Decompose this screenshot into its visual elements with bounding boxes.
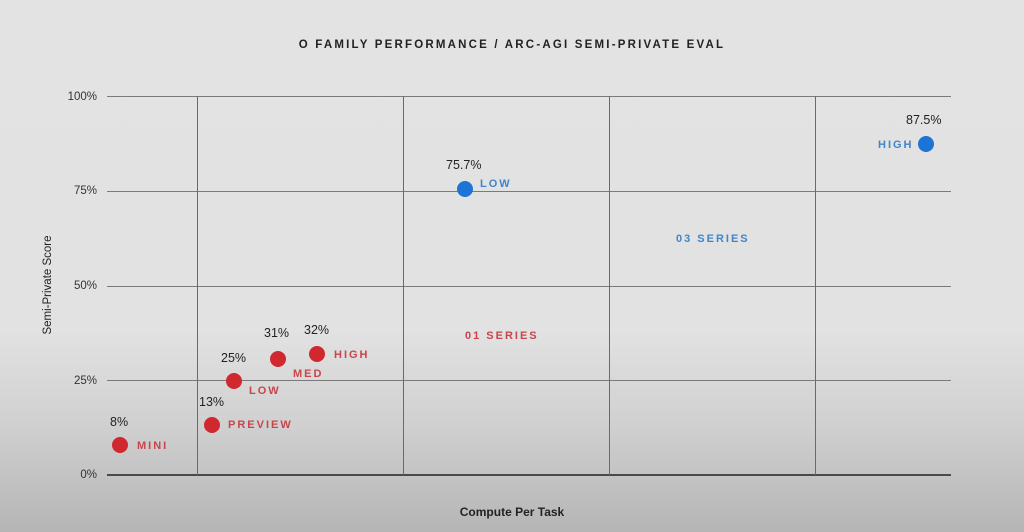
v-gridline-2 xyxy=(403,96,404,475)
point-label-o1-low: LOW xyxy=(249,385,281,397)
y-tick-0: 0% xyxy=(80,469,97,481)
data-point-o3-high xyxy=(918,136,934,152)
y-tick-75: 75% xyxy=(73,185,97,197)
data-point-o3-low xyxy=(457,181,473,197)
x-axis-baseline xyxy=(107,474,951,476)
chart-title: O FAMILY PERFORMANCE / ARC-AGI SEMI-PRIV… xyxy=(298,39,726,51)
o1-series-label: 01 SERIES xyxy=(465,330,539,342)
value-label-o3-high: 87.5% xyxy=(906,113,942,127)
v-gridline-1 xyxy=(197,96,198,475)
value-label-o1-low: 25% xyxy=(221,351,247,365)
value-label-o1-high: 32% xyxy=(304,323,330,337)
gridline-50 xyxy=(107,286,951,287)
y-tick-50: 50% xyxy=(73,280,97,292)
data-point-o1-high xyxy=(309,346,325,362)
data-point-o1-mini xyxy=(112,437,128,453)
o3-series-label: 03 SERIES xyxy=(676,233,750,245)
v-gridline-3 xyxy=(609,96,610,475)
y-tick-25: 25% xyxy=(73,375,97,387)
value-label-o3-low: 75.7% xyxy=(446,158,482,172)
point-label-o3-high: HIGH xyxy=(878,139,914,151)
point-label-o1-med: MED xyxy=(293,368,324,380)
point-label-o1-high: HIGH xyxy=(334,349,370,361)
y-axis-label: Semi-Private Score xyxy=(42,235,54,335)
gridline-25 xyxy=(107,380,951,381)
gridline-75 xyxy=(107,191,951,192)
point-label-o1-mini: MINI xyxy=(137,440,169,452)
data-point-o1-med xyxy=(270,351,286,367)
value-label-o1-preview: 13% xyxy=(199,395,225,409)
point-label-o1-preview: PREVIEW xyxy=(228,419,293,431)
y-tick-100: 100% xyxy=(67,91,97,103)
gridline-100 xyxy=(107,96,951,97)
value-label-o1-mini: 8% xyxy=(110,415,129,429)
data-point-o1-preview xyxy=(204,417,220,433)
value-label-o1-med: 31% xyxy=(264,326,290,340)
x-axis-label: Compute Per Task xyxy=(459,505,565,519)
point-label-o3-low: LOW xyxy=(480,178,512,190)
v-gridline-4 xyxy=(815,96,816,475)
data-point-o1-low xyxy=(226,373,242,389)
